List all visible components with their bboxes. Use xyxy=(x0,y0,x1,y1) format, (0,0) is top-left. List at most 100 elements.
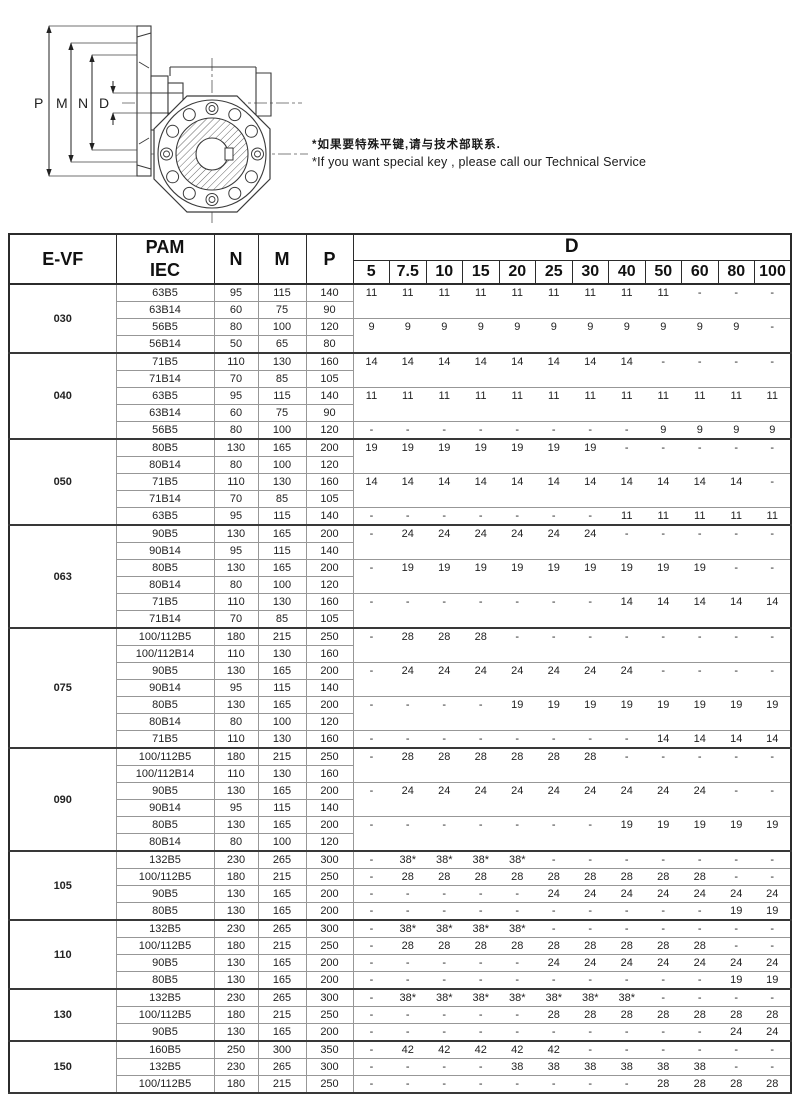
p-value-cell: 105 xyxy=(306,490,354,508)
pam-iec-cell: 100/112B5 xyxy=(116,868,215,886)
d-value-cell: 19 xyxy=(535,696,572,731)
d-value-cell: 14 xyxy=(608,353,645,388)
d-value-cell: 19 xyxy=(535,439,572,474)
d-value-cell: - xyxy=(426,816,463,852)
m-value-cell: 300 xyxy=(258,1041,307,1059)
pam-iec-cell: 71B5 xyxy=(116,473,215,491)
pam-iec-cell: 80B5 xyxy=(116,902,215,921)
d-value-cell: 28 xyxy=(389,868,426,886)
table-row: 130 132B5 230 265 300-38* 38* 38* 38* 38* 38* 38* -… xyxy=(9,989,791,1042)
d-value-cell: - xyxy=(535,851,572,869)
table-row: 063 90B5 130 165 200-24 24 24 24 24 24- - - - - xyxy=(9,525,791,629)
d-value-cell: 14 xyxy=(681,593,718,629)
d-value-cell: 19 xyxy=(608,696,645,731)
n-value-cell: 130 xyxy=(214,885,259,903)
d-value-cell: - xyxy=(645,353,682,388)
d-value-cell: 14 xyxy=(681,473,718,508)
d-value-cell: 28 xyxy=(718,1075,755,1094)
d-value-cell: 19 xyxy=(572,559,609,594)
d-value-cell: - xyxy=(718,920,755,938)
model-size-cell: 050 xyxy=(9,439,117,526)
d-value-cell: 9 xyxy=(535,318,572,354)
d-value-cell: 24 xyxy=(426,525,463,560)
d-value-cell: - xyxy=(572,920,609,938)
d-value-cell: 9 xyxy=(389,318,426,354)
p-value-cell: 160 xyxy=(306,645,354,663)
pam-iec-cell: 71B5 xyxy=(116,353,215,371)
d-value-cell: 14 xyxy=(353,473,390,508)
d-value-cell: 19 xyxy=(499,696,536,731)
pam-iec-cell: 56B5 xyxy=(116,421,215,440)
n-value-cell: 250 xyxy=(214,1041,259,1059)
d-value-cell: - xyxy=(353,868,390,886)
d-value-cell: - xyxy=(535,920,572,938)
d-value-cell: - xyxy=(645,920,682,938)
d-value-cell: 14 xyxy=(389,473,426,508)
d-value-cell: 11 xyxy=(645,284,682,319)
d-value-cell: - xyxy=(389,902,426,921)
d-value-cell: - xyxy=(353,816,390,852)
d-value-cell: - xyxy=(572,1075,609,1094)
p-value-cell: 250 xyxy=(306,1006,354,1024)
d-value-cell: - xyxy=(718,284,755,319)
table-row: 71B5 110 130 160- - - - - - - -14 14 14 14 xyxy=(9,730,791,749)
n-value-cell: 130 xyxy=(214,662,259,680)
d-value-cell: - xyxy=(718,559,755,594)
m-value-cell: 165 xyxy=(258,559,307,577)
p-value-cell: 120 xyxy=(306,318,354,336)
d-col-header: 15 xyxy=(462,259,500,285)
d-value-cell: 28 xyxy=(535,937,572,955)
d-value-cell: 24 xyxy=(645,885,682,903)
m-value-cell: 215 xyxy=(258,1075,307,1094)
d-value-cell: 14 xyxy=(572,473,609,508)
table-row: 110 132B5 230 265 300-38* 38* 38* 38* - - - - - - - xyxy=(9,920,791,990)
d-value-cell: 11 xyxy=(535,284,572,319)
d-value-cell: - xyxy=(718,439,755,474)
p-value-cell: 250 xyxy=(306,748,354,766)
d-value-cell: - xyxy=(572,730,609,749)
m-value-cell: 100 xyxy=(258,456,307,474)
n-value-cell: 95 xyxy=(214,542,259,560)
p-value-cell: 250 xyxy=(306,628,354,646)
d-value-cell: 24 xyxy=(718,1023,755,1042)
pam-iec-cell: 100/112B5 xyxy=(116,937,215,955)
pam-iec-cell: 63B14 xyxy=(116,301,215,319)
d-value-cell: - xyxy=(389,885,426,903)
d-value-cell: - xyxy=(353,593,390,629)
d-value-cell: - xyxy=(426,1006,463,1024)
d-col-header: 5 xyxy=(352,259,390,285)
table-row: 80B5 130 165 200- - - - - - -19 19 19 19 19 xyxy=(9,816,791,852)
m-value-cell: 130 xyxy=(258,645,307,663)
d-value-cell: - xyxy=(608,1023,645,1042)
d-value-cell: 24 xyxy=(681,954,718,972)
p-value-cell: 140 xyxy=(306,679,354,697)
p-value-cell: 200 xyxy=(306,885,354,903)
note-line-english: *If you want special key , please call o… xyxy=(312,155,647,169)
d-value-cell: 14 xyxy=(572,353,609,388)
d-value-cell: - xyxy=(353,421,390,440)
pam-iec-cell: 90B5 xyxy=(116,525,215,543)
d-value-cell: - xyxy=(645,439,682,474)
d-value-cell: - xyxy=(572,421,609,440)
pam-iec-cell: 100/112B5 xyxy=(116,748,215,766)
table-row: 90B5 130 165 200-24 24 24 24 24 24 24- - - - xyxy=(9,662,791,697)
d-value-cell: 11 xyxy=(681,507,718,526)
d-value-cell: 28 xyxy=(681,868,718,886)
d-value-cell: - xyxy=(389,730,426,749)
pam-iec-cell: 63B5 xyxy=(116,284,215,302)
d-value-cell: - xyxy=(754,284,791,319)
d-value-cell: 11 xyxy=(389,387,426,422)
d-value-cell: - xyxy=(572,593,609,629)
d-value-cell: 11 xyxy=(499,284,536,319)
table-row: 56B5 80 100 120 9 9 9 9 9 9 9 9 9 9 9- xyxy=(9,318,791,354)
m-value-cell: 85 xyxy=(258,490,307,508)
d-value-cell: 24 xyxy=(499,662,536,697)
model-size-cell: 063 xyxy=(9,525,117,629)
d-value-cell: - xyxy=(754,1041,791,1059)
d-value-cell: 11 xyxy=(608,507,645,526)
col-header-model: E-VF xyxy=(8,233,117,285)
d-value-cell: - xyxy=(681,748,718,783)
d-value-cell: - xyxy=(499,628,536,663)
d-value-cell: - xyxy=(462,971,499,990)
d-value-cell: 24 xyxy=(608,782,645,817)
